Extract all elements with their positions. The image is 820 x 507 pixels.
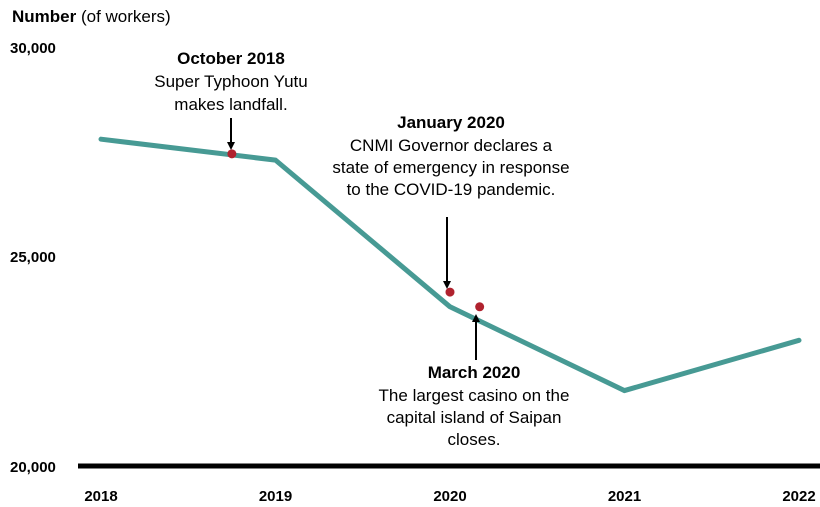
y-tick-label-30000: 30,000 bbox=[10, 40, 56, 57]
x-tick-label-2018: 2018 bbox=[84, 488, 117, 505]
x-tick-label-2021: 2021 bbox=[608, 488, 641, 505]
annotation-text-march-2020-line-1: The largest casino on the bbox=[379, 386, 570, 405]
annotation-text-january-2020-line-1: CNMI Governor declares a bbox=[350, 136, 553, 155]
annotation-text-october-2018-line-1: Super Typhoon Yutu bbox=[154, 72, 307, 91]
annotation-text-march-2020-line-2: capital island of Saipan bbox=[387, 408, 562, 427]
x-tick-label-2019: 2019 bbox=[259, 488, 292, 505]
series-line-workers bbox=[98, 136, 802, 394]
y-tick-label-25000: 25,000 bbox=[10, 249, 56, 266]
y-tick-label-20000: 20,000 bbox=[10, 459, 56, 476]
x-tick-label-2022: 2022 bbox=[782, 488, 815, 505]
x-tick-label-2020: 2020 bbox=[433, 488, 466, 505]
event-marker-january-2020 bbox=[445, 287, 455, 297]
event-marker-march-2020 bbox=[475, 302, 485, 312]
annotation-title-october-2018: October 2018 bbox=[177, 49, 285, 68]
annotation-text-march-2020-line-3: closes. bbox=[448, 430, 501, 449]
y-axis-label-unit: (of workers) bbox=[76, 7, 170, 26]
annotation-title-march-2020: March 2020 bbox=[428, 363, 521, 382]
event-marker-october-2018 bbox=[227, 149, 237, 159]
annotation-text-october-2018-line-2: makes landfall. bbox=[174, 95, 287, 114]
annotation-text-january-2020-line-3: to the COVID-19 pandemic. bbox=[347, 180, 556, 199]
annotation-text-january-2020-line-2: state of emergency in response bbox=[332, 158, 569, 177]
annotation-title-january-2020: January 2020 bbox=[397, 113, 505, 132]
y-axis-label-bold: Number bbox=[12, 7, 77, 26]
y-axis-label: Number (of workers) bbox=[12, 7, 171, 26]
